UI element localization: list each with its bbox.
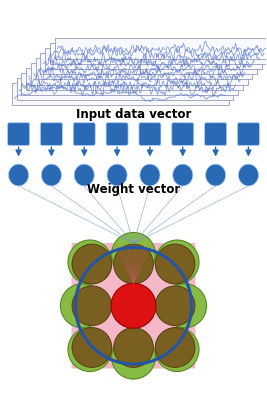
Ellipse shape: [114, 244, 153, 284]
Ellipse shape: [155, 328, 195, 367]
FancyBboxPatch shape: [172, 123, 194, 145]
Bar: [55, 38, 267, 59]
Ellipse shape: [155, 286, 195, 326]
Ellipse shape: [72, 244, 112, 284]
Bar: [12, 83, 229, 105]
Ellipse shape: [107, 164, 127, 186]
Bar: [45, 48, 262, 69]
Ellipse shape: [72, 286, 112, 326]
Bar: [21, 73, 238, 95]
Ellipse shape: [68, 327, 112, 371]
Bar: [17, 78, 233, 100]
Ellipse shape: [111, 283, 156, 328]
Text: Weight vector: Weight vector: [87, 183, 180, 196]
Ellipse shape: [114, 328, 153, 367]
FancyBboxPatch shape: [106, 123, 128, 145]
Ellipse shape: [163, 284, 207, 328]
FancyBboxPatch shape: [205, 123, 227, 145]
FancyBboxPatch shape: [72, 243, 195, 369]
Ellipse shape: [140, 164, 160, 186]
FancyBboxPatch shape: [40, 123, 62, 145]
Ellipse shape: [112, 232, 155, 276]
FancyBboxPatch shape: [237, 123, 260, 145]
Ellipse shape: [112, 335, 155, 379]
Ellipse shape: [155, 240, 199, 284]
Bar: [36, 58, 252, 79]
Text: Input data vector: Input data vector: [76, 108, 191, 121]
Ellipse shape: [68, 240, 112, 284]
Ellipse shape: [206, 164, 226, 186]
Ellipse shape: [74, 164, 94, 186]
Ellipse shape: [60, 284, 104, 328]
Bar: [50, 43, 267, 64]
Ellipse shape: [173, 164, 193, 186]
Ellipse shape: [41, 164, 61, 186]
Ellipse shape: [155, 327, 199, 371]
Bar: [31, 63, 248, 84]
Ellipse shape: [72, 328, 112, 367]
Bar: [26, 68, 243, 90]
FancyBboxPatch shape: [73, 123, 95, 145]
Ellipse shape: [9, 164, 29, 186]
Bar: [41, 53, 257, 74]
Ellipse shape: [238, 164, 258, 186]
Ellipse shape: [114, 286, 153, 326]
Ellipse shape: [155, 244, 195, 284]
FancyBboxPatch shape: [139, 123, 161, 145]
FancyBboxPatch shape: [7, 123, 30, 145]
